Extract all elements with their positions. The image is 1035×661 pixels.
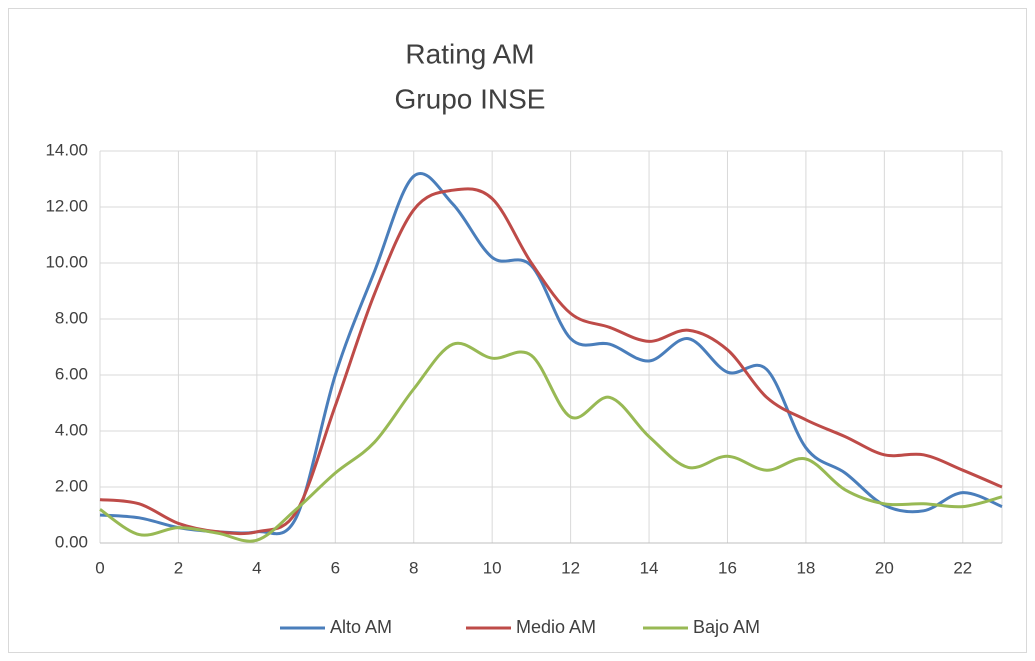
x-tick-label: 2: [174, 558, 183, 577]
y-tick-label: 10.00: [45, 252, 88, 271]
y-tick-label: 8.00: [55, 308, 88, 327]
y-tick-label: 4.00: [55, 420, 88, 439]
y-tick-label: 12.00: [45, 196, 88, 215]
x-tick-label: 22: [953, 558, 972, 577]
series-line: [99, 341, 1003, 543]
legend-label: Alto AM: [330, 617, 392, 637]
x-tick-label: 4: [252, 558, 261, 577]
legend-label: Medio AM: [516, 617, 596, 637]
x-tick-label: 18: [796, 558, 815, 577]
x-tick-label: 16: [718, 558, 737, 577]
y-tick-label: 14.00: [45, 140, 88, 159]
chart-title: Rating AM: [405, 38, 534, 69]
x-tick-label: 12: [561, 558, 580, 577]
x-tick-label: 0: [95, 558, 104, 577]
chart-subtitle: Grupo INSE: [395, 83, 546, 114]
x-tick-label: 8: [409, 558, 418, 577]
y-tick-label: 0.00: [55, 532, 88, 551]
y-tick-label: 2.00: [55, 476, 88, 495]
x-tick-label: 6: [331, 558, 340, 577]
y-tick-label: 6.00: [55, 364, 88, 383]
series-line: [99, 187, 1003, 536]
x-tick-label: 14: [640, 558, 659, 577]
x-tick-label: 20: [875, 558, 894, 577]
x-tick-label: 10: [483, 558, 502, 577]
legend-label: Bajo AM: [693, 617, 760, 637]
